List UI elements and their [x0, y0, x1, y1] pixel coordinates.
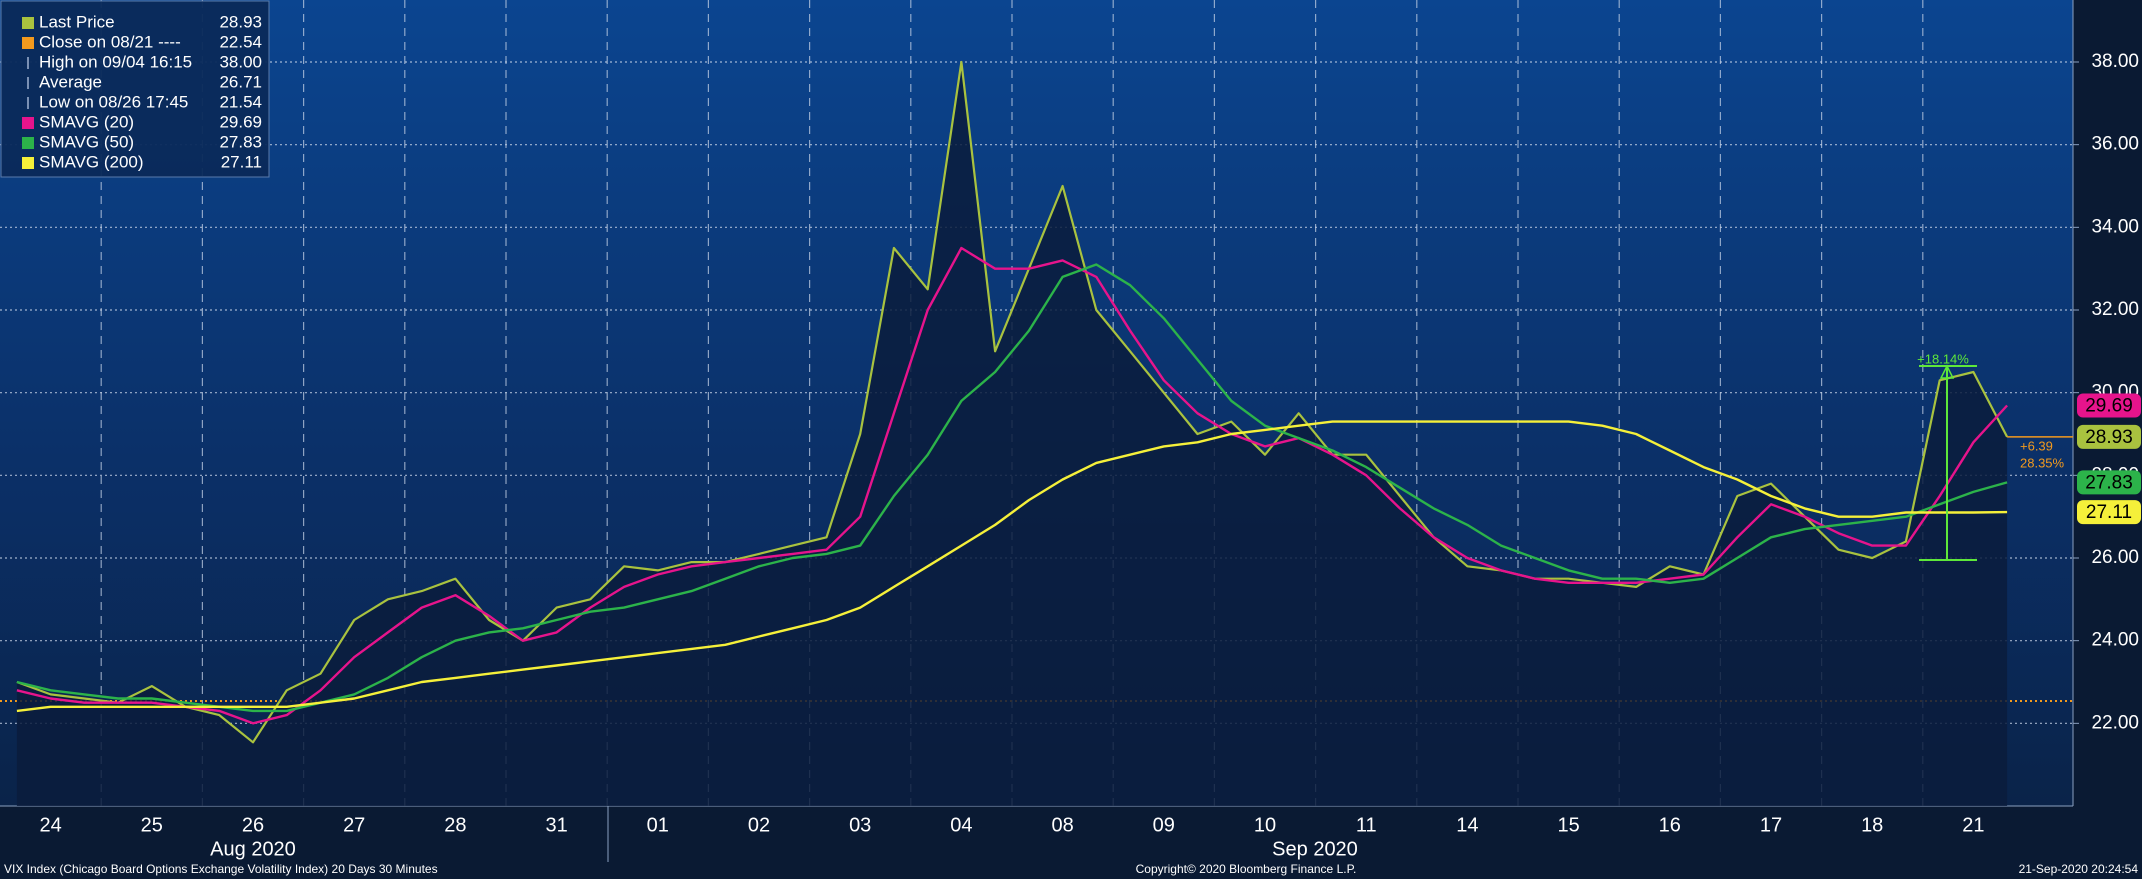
x-tick-label: 15: [1557, 814, 1579, 836]
x-tick-label: 28: [444, 814, 466, 836]
y-tick-label: 32.00: [2091, 299, 2139, 320]
x-tick-label: 17: [1760, 814, 1782, 836]
line: [16, 420, 2008, 713]
x-tick-label: 21: [1962, 814, 1984, 836]
x-tick-label: 31: [545, 814, 567, 836]
line: [16, 60, 2009, 744]
value-badge-label: 28.93: [2085, 427, 2133, 448]
legend-label: Average: [39, 72, 102, 91]
legend-box: [0, 0, 270, 178]
footer-right: 21-Sep-2020 20:24:54: [2019, 862, 2139, 876]
month-label: Sep 2020: [1272, 838, 1358, 860]
x-tick-label: 14: [1456, 814, 1478, 836]
legend-value: 27.11: [221, 152, 262, 171]
value-badge: [2077, 500, 2141, 525]
legend-swatch: [22, 117, 34, 129]
measure-arrow: [1939, 364, 1955, 379]
annotation: 28.35%: [2020, 455, 2065, 470]
legend-value: 26.71: [219, 72, 262, 91]
month-label: Aug 2020: [210, 838, 296, 860]
legend-swatch: [22, 137, 34, 149]
annotation: +6.39: [2020, 438, 2053, 453]
value-badge: [2077, 393, 2141, 418]
x-tick-label: 03: [849, 814, 871, 836]
axis: 22.0024.0026.0028.0030.0032.0034.0036.00…: [39, 51, 2141, 860]
footer-left: VIX Index (Chicago Board Options Exchang…: [4, 862, 438, 876]
y-tick-label: 26.00: [2091, 547, 2139, 568]
value-badge: [2077, 470, 2141, 495]
x-tick-label: 11: [1356, 814, 1377, 836]
x-tick-label: 24: [39, 814, 61, 836]
y-tick-label: 24.00: [2091, 630, 2139, 651]
legend-value: 22.54: [219, 32, 262, 51]
legend-value: 29.69: [219, 112, 262, 131]
value-badge-label: 29.69: [2085, 395, 2133, 416]
legend-value: 27.83: [219, 132, 262, 151]
marks: [0, 60, 2073, 806]
x-tick-label: 27: [343, 814, 365, 836]
x-tick-label: 08: [1051, 814, 1073, 836]
x-tick-label: 01: [647, 814, 669, 836]
legend-label: Low on 08/26 17:45: [39, 92, 188, 111]
x-tick-label: 18: [1861, 814, 1883, 836]
value-badge-label: 27.11: [2086, 502, 2132, 523]
x-tick-label: 26: [242, 814, 264, 836]
legend-label: SMAVG (200): [39, 152, 144, 171]
legend-label: Last Price: [39, 12, 115, 31]
x-tick-label: 09: [1153, 814, 1175, 836]
y-tick-label: 36.00: [2091, 134, 2139, 155]
line: [16, 246, 2008, 725]
x-tick-label: 02: [748, 814, 770, 836]
legend-swatch: [22, 37, 34, 49]
legend-value: 28.93: [219, 12, 262, 31]
legend-label: SMAVG (20): [39, 112, 134, 131]
y-tick-label: 34.00: [2091, 216, 2139, 237]
legend-swatch: [22, 157, 34, 169]
x-tick-label: 04: [950, 814, 972, 836]
legend: Last Price 28.93 Close on 08/21 ---- 22.54 H…: [0, 0, 270, 178]
value-badge: [2077, 424, 2141, 449]
legend-label: SMAVG (50): [39, 132, 134, 151]
x-tick-label: 10: [1254, 814, 1276, 836]
legend-label: Close on 08/21 ----: [39, 32, 181, 51]
footer-center: Copyright© 2020 Bloomberg Finance L.P.: [1136, 862, 1357, 876]
legend-swatch: [22, 17, 34, 29]
annotation: +18.14%: [1917, 351, 1969, 366]
legend-value: 21.54: [219, 92, 262, 111]
x-tick-label: 16: [1659, 814, 1681, 836]
line: [16, 263, 2008, 713]
legend-value: 38.00: [219, 52, 262, 71]
y-tick-label: 22.00: [2091, 712, 2139, 733]
legend-label: High on 09/04 16:15: [39, 52, 192, 71]
x-tick-label: 25: [141, 814, 163, 836]
value-badge-label: 27.83: [2085, 472, 2133, 493]
y-tick-label: 38.00: [2091, 51, 2139, 72]
area: [16, 62, 2008, 806]
